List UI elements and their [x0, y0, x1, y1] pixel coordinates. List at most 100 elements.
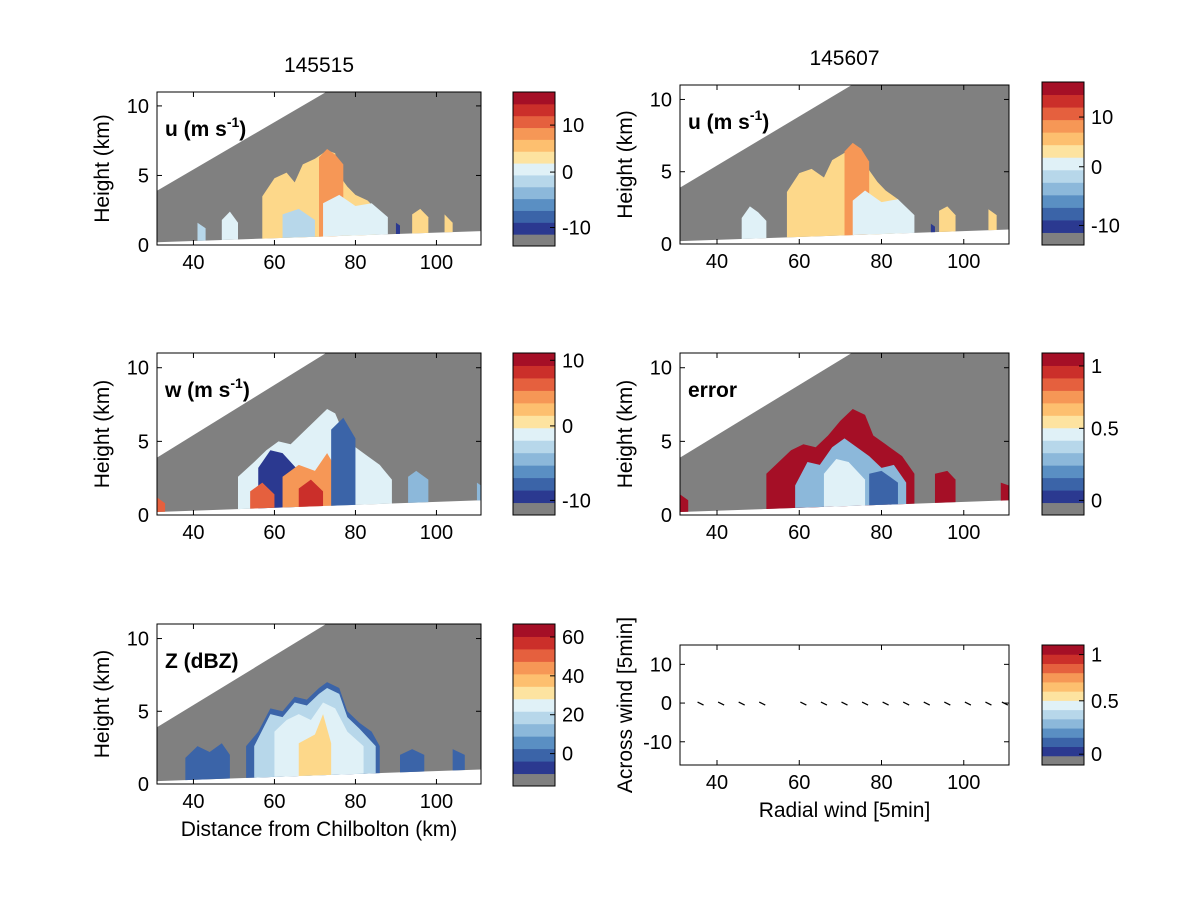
colorbar-segment: [1042, 377, 1084, 391]
x-tick-label: 40: [706, 522, 728, 544]
wind-arrow: [964, 701, 972, 706]
colorbar-segment: [513, 198, 555, 211]
x-tick-label: 100: [420, 791, 453, 813]
y-tick-label: 10: [650, 89, 672, 111]
y-tick-label: 0: [138, 505, 149, 527]
x-tick-label: 60: [263, 791, 285, 813]
y-tick-label: 0: [661, 505, 672, 527]
x-tick-label: 40: [182, 522, 204, 544]
colorbar-tick-label: 0.5: [1091, 418, 1119, 440]
colorbar-segment: [1042, 452, 1084, 466]
colorbar-segment: [1042, 728, 1084, 738]
colorbar-tick-label: 0: [562, 162, 573, 184]
panel-variable-label: u (m s-1): [165, 114, 246, 141]
colorbar-segment: [513, 210, 555, 223]
y-tick-label: 0: [138, 774, 149, 796]
x-tick-label: 100: [947, 772, 980, 794]
colorbar-segment: [1042, 132, 1084, 146]
colorbar-segment: [513, 673, 555, 687]
x-tick-label: 100: [947, 251, 980, 273]
wind-arrow: [841, 701, 848, 706]
field-blob: [185, 743, 230, 781]
field-blob: [221, 211, 238, 240]
wind-arrow: [944, 701, 951, 706]
colorbar-tick-label: -10: [562, 490, 591, 512]
colorbar-segment: [1042, 645, 1084, 655]
y-tick-label: 10: [127, 358, 149, 380]
colorbar-segment: [513, 698, 555, 712]
colorbar-segment: [513, 427, 555, 441]
colorbar-segment: [1042, 182, 1084, 196]
y-axis-label: Height (km): [91, 114, 114, 223]
x-tick-label: 60: [788, 522, 810, 544]
y-tick-label: 5: [138, 431, 149, 453]
colorbar-segment: [513, 452, 555, 466]
y-axis-label: Across wind [5min]: [614, 617, 637, 793]
x-tick-label: 40: [182, 252, 204, 274]
colorbar-tick-label: 10: [562, 115, 584, 137]
colorbar-segment: [513, 163, 555, 176]
colorbar-segment: [1042, 440, 1084, 454]
colorbar-segment: [513, 139, 555, 152]
x-tick-label: 80: [870, 251, 892, 273]
colorbar-segment: [513, 686, 555, 700]
colorbar-segment: [513, 186, 555, 200]
field-blob: [412, 208, 429, 234]
colorbar: 10.50: [1041, 352, 1119, 516]
panel-variable-label: u (m s-1): [688, 107, 769, 134]
field-blob: [444, 214, 453, 233]
colorbar-segment: [513, 736, 555, 750]
field-blob: [476, 482, 481, 501]
axes-frame: [156, 352, 482, 516]
colorbar-segment: [1042, 353, 1084, 366]
wind-arrow: [820, 701, 828, 706]
colorbar-segment: [513, 377, 555, 391]
x-tick-label: 100: [420, 252, 453, 274]
colorbar-tick-label: 20: [562, 705, 584, 727]
field-blob: [298, 479, 324, 507]
plot-area: [157, 624, 481, 782]
wind-arrow: [758, 701, 766, 706]
colorbar-segment: [513, 115, 555, 129]
colorbar-segment: [1042, 82, 1084, 96]
colorbar-segment: [1042, 144, 1084, 158]
y-tick-label: 0: [661, 234, 672, 256]
colorbar-segment: [1042, 365, 1084, 379]
y-tick-label: 5: [661, 431, 672, 453]
y-tick-label: 5: [138, 165, 149, 187]
y-tick-label: 0: [661, 693, 672, 715]
field-blob: [408, 470, 429, 503]
colorbar-tick-label: 60: [562, 627, 584, 649]
colorbar: 60 40 20 0: [512, 623, 584, 787]
colorbar-tick-label: 0: [1091, 744, 1102, 766]
wind-arrow: [800, 701, 807, 706]
colorbar-tick-label: 0: [562, 744, 573, 766]
plot-area: [680, 85, 1009, 242]
colorbar-segment: [513, 222, 555, 235]
colorbar-segment: [1042, 169, 1084, 183]
x-tick-label: 100: [420, 522, 453, 544]
axes-frame: [679, 644, 1010, 766]
panel-variable-label: error: [688, 379, 737, 402]
colorbar-segment: [1042, 663, 1084, 674]
colorbar-segment: [1042, 107, 1084, 121]
y-axis-label: Height (km): [91, 650, 114, 759]
colorbar-segment: [1042, 157, 1084, 171]
x-tick-label: 80: [344, 522, 366, 544]
colorbar-segment: [1042, 402, 1084, 416]
panel-variable-label: w (m s-1): [164, 375, 250, 402]
field-blob: [323, 194, 388, 237]
colorbar-segment: [513, 477, 555, 491]
y-axis-label: Height (km): [91, 380, 114, 489]
colorbar-segment: [1042, 718, 1084, 729]
wind-arrow: [902, 701, 910, 706]
plot-area: [157, 92, 481, 243]
colorbar-segment: [1042, 94, 1084, 108]
colorbar-segment: [1042, 232, 1084, 246]
y-tick-label: -10: [643, 732, 672, 754]
field-blob: [1000, 482, 1009, 501]
x-tick-label: 80: [344, 791, 366, 813]
